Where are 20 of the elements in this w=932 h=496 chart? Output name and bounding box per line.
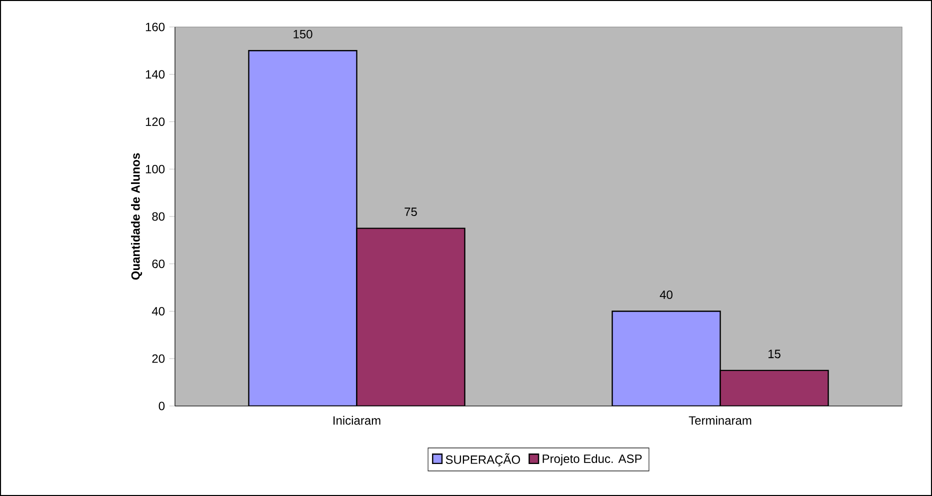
y-tick-label: 40 [152, 306, 165, 316]
y-tick-label: 0 [158, 402, 165, 410]
y-tick-label: 20 [152, 354, 165, 363]
y-tick-label: 120 [146, 117, 165, 126]
x-tick-label: Terminaram [688, 416, 752, 425]
y-tick-label: 140 [146, 70, 165, 79]
legend-label: Projeto Educ. ASP [542, 454, 642, 466]
data-label: 150 [294, 30, 312, 38]
data-label: 15 [768, 350, 780, 358]
legend-label: SUPERAÇÃO [446, 453, 520, 466]
data-label: 75 [404, 208, 417, 216]
x-tick-label: Iniciaram [334, 416, 380, 425]
y-tick-label: 60 [152, 260, 165, 268]
bar [720, 370, 829, 406]
y-tick-label: 100 [146, 164, 165, 174]
data-label: 40 [660, 290, 672, 299]
y-tick-label: 80 [152, 212, 165, 221]
y-axis-title: Quantidade de Alunos [131, 153, 142, 280]
y-tick-label: 160 [146, 22, 165, 32]
bar [356, 228, 466, 406]
